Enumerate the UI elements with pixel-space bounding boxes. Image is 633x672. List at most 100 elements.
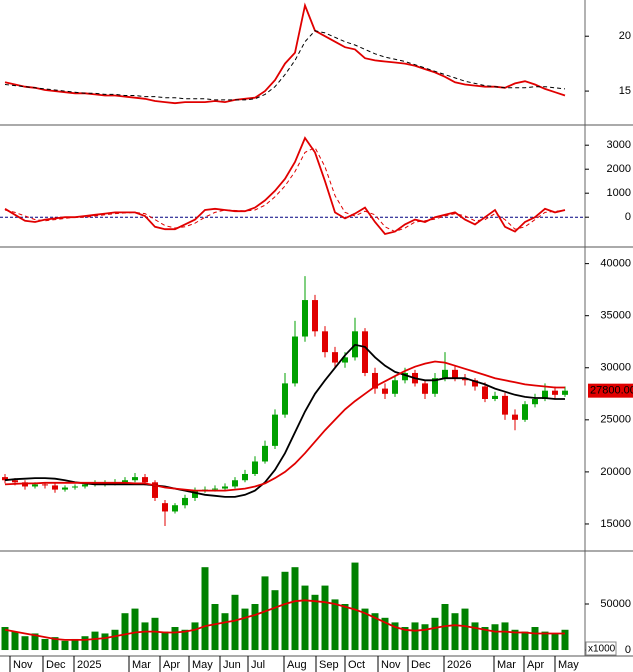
candle-body <box>442 369 448 379</box>
candle-body <box>452 369 458 379</box>
volume-bar <box>391 622 399 651</box>
candle-body <box>552 390 558 395</box>
candle-body <box>532 399 538 405</box>
candle-body <box>272 414 278 446</box>
volume-bar <box>161 631 169 651</box>
candle-body <box>472 380 478 387</box>
line <box>4 2 566 105</box>
volume-bar <box>561 629 569 651</box>
candle-body <box>402 372 408 381</box>
volume-bar <box>181 629 189 651</box>
candle-body <box>162 503 168 512</box>
x-tick-label: Mar <box>497 659 516 671</box>
volume-bar <box>271 590 279 651</box>
candle-body <box>142 477 148 483</box>
volume-bar <box>51 637 59 651</box>
candle-body <box>32 484 38 487</box>
volume-bar <box>411 622 419 651</box>
volume-bar <box>111 629 119 651</box>
volume-bar <box>91 631 99 651</box>
x-tick-label: Aug <box>287 659 307 671</box>
volume-bar <box>231 594 239 651</box>
candle-body <box>292 336 298 384</box>
y-tick-label: 35000 <box>600 310 631 322</box>
y-tick-label: 0 <box>625 644 631 656</box>
volume-bar <box>71 638 79 651</box>
volume-bar <box>131 608 139 651</box>
volume-bar <box>101 633 109 651</box>
volume-bar <box>261 576 269 651</box>
candle-body <box>52 485 58 490</box>
candle-body <box>392 380 398 394</box>
candle-body <box>132 477 138 481</box>
volume-bar <box>191 622 199 651</box>
x-tick-label: Nov <box>381 659 401 671</box>
volume-bar <box>501 622 509 651</box>
last-price-label: 27800.00 <box>590 385 633 397</box>
y-tick-label: 50000 <box>600 598 631 610</box>
volume-bar <box>151 617 159 651</box>
x-tick-label: 2025 <box>77 659 101 671</box>
unit-label: x1000 <box>588 644 616 655</box>
volume-bar <box>511 629 519 651</box>
candle-body <box>12 480 18 483</box>
x-tick-label: May <box>558 659 579 671</box>
last-price-box <box>588 383 633 398</box>
candle-body <box>42 484 48 486</box>
y-tick-label: 20 <box>619 30 631 42</box>
candle-body <box>182 497 188 506</box>
volume-bar <box>371 613 379 651</box>
x-tick-label: Dec <box>411 659 431 671</box>
volume-bar <box>241 608 249 651</box>
x-tick-label: Apr <box>527 659 544 671</box>
candle-body <box>332 352 338 363</box>
volume-bar <box>41 638 49 651</box>
candle-body <box>72 486 78 488</box>
volume-bar <box>541 631 549 651</box>
volume-bar <box>171 627 179 651</box>
candle-body <box>342 357 348 363</box>
candle-body <box>542 390 548 399</box>
volume-bar <box>21 636 29 651</box>
x-tick-label: Sep <box>319 659 339 671</box>
volume-bar <box>461 608 469 651</box>
candle-body <box>62 487 68 490</box>
y-tick-label: 40000 <box>600 258 631 270</box>
candle-body <box>152 482 158 498</box>
volume-bar <box>521 631 529 651</box>
line <box>4 599 565 641</box>
volume-bar <box>481 627 489 651</box>
y-tick-label: 2000 <box>607 163 631 175</box>
volume-bar <box>381 617 389 651</box>
dashed-line <box>4 30 566 101</box>
volume-bar <box>31 633 39 651</box>
y-tick-label: 3000 <box>607 139 631 151</box>
candle-body <box>422 383 428 394</box>
volume-bar <box>531 627 539 651</box>
y-tick-label: 15000 <box>600 518 631 530</box>
candle-body <box>232 480 238 487</box>
volume-bar <box>281 571 289 651</box>
volume-bar <box>361 608 369 651</box>
y-tick-label: 1000 <box>607 187 631 199</box>
volume-bar <box>431 617 439 651</box>
candle-body <box>122 480 128 483</box>
candle-body <box>482 386 488 399</box>
x-tick-label: Jul <box>251 659 265 671</box>
volume-bar <box>341 604 349 651</box>
line <box>4 343 565 498</box>
volume-bar <box>11 631 19 651</box>
volume-bar <box>311 594 319 651</box>
y-tick-label: 0 <box>625 211 631 223</box>
volume-bar <box>331 599 339 651</box>
candle-body <box>362 331 368 373</box>
candle-body <box>562 390 568 395</box>
x-tick-label: Dec <box>46 659 66 671</box>
candle-body <box>302 300 308 337</box>
x-tick-label: Jun <box>223 659 241 671</box>
candle-body <box>2 477 8 481</box>
candle-body <box>322 331 328 353</box>
candle-body <box>22 482 28 487</box>
volume-bar <box>1 627 9 651</box>
volume-bar <box>221 613 229 651</box>
